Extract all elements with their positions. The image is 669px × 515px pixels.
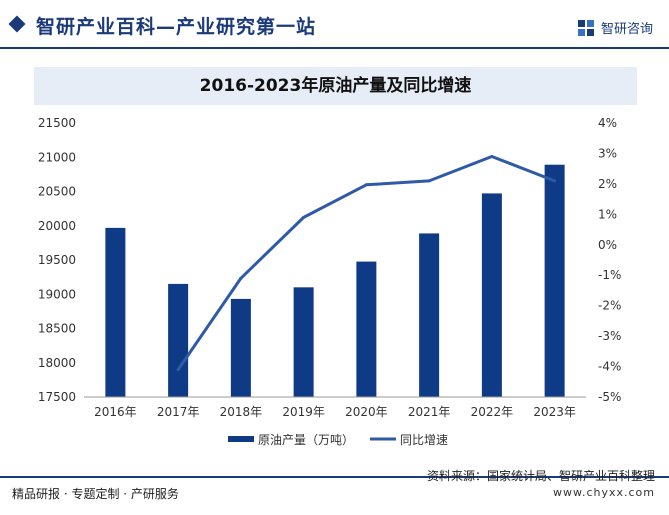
chart-title: 2016-2023年原油产量及同比增速 [199, 76, 472, 96]
bar [544, 164, 565, 397]
source-note: 资料来源：国家统计局、智研产业百科整理 [426, 469, 655, 483]
x-tick-label: 2019年 [282, 405, 325, 419]
x-tick-label: 2022年 [471, 405, 514, 419]
brand-logo-icon [577, 19, 594, 36]
x-tick-label: 2020年 [345, 405, 388, 419]
bar [419, 233, 440, 397]
bar [105, 227, 126, 397]
growth-point [553, 179, 557, 183]
growth-point [176, 368, 180, 372]
header: 智研产业百科—产业研究第一站 智研咨询 [0, 0, 669, 56]
y-right-tick-label: 2% [598, 177, 617, 191]
y-right-tick-label: 0% [598, 238, 617, 252]
site-url: www.chyxx.com [552, 486, 655, 499]
bar [481, 193, 502, 397]
y-right-tick-label: 3% [598, 146, 617, 160]
footer-divider [0, 476, 669, 478]
y-left-tick-label: 17500 [38, 390, 76, 404]
y-left-tick-label: 18000 [38, 356, 76, 370]
y-left-tick-label: 21000 [38, 150, 76, 164]
x-tick-label: 2023年 [533, 405, 576, 419]
bar [168, 283, 189, 397]
y-right-tick-label: 4% [598, 116, 617, 130]
bar [356, 261, 377, 397]
growth-point [364, 183, 368, 187]
y-right-tick-label: -5% [598, 390, 621, 404]
brand-name: 智研咨询 [600, 22, 653, 37]
bar [230, 298, 251, 397]
legend-bar-label: 原油产量（万吨） [258, 433, 354, 447]
y-left-tick-label: 19000 [38, 287, 76, 301]
y-left-tick-label: 19500 [38, 253, 76, 267]
y-right-tick-label: -1% [598, 268, 621, 282]
bar [293, 287, 314, 397]
y-left-tick-label: 21500 [38, 116, 76, 130]
growth-point [490, 154, 494, 158]
y-right-tick-label: -4% [598, 360, 621, 374]
growth-point [427, 179, 431, 183]
x-tick-label: 2016年 [94, 405, 137, 419]
chart-title-box: 2016-2023年原油产量及同比增速 [34, 67, 637, 105]
y-right-tick-label: -3% [598, 329, 621, 343]
growth-point [302, 215, 306, 219]
y-left-tick-label: 20500 [38, 185, 76, 199]
y-left-tick-label: 18500 [38, 322, 76, 336]
y-right-tick-label: -2% [598, 299, 621, 313]
legend-bar-swatch [228, 436, 254, 442]
brand: 智研咨询 [577, 18, 653, 37]
x-tick-label: 2017年 [157, 405, 200, 419]
x-tick-label: 2021年 [408, 405, 451, 419]
legend-line-label: 同比增速 [400, 433, 448, 447]
x-tick-label: 2018年 [220, 405, 263, 419]
y-left-tick-label: 20000 [38, 219, 76, 233]
y-right-tick-label: 1% [598, 207, 617, 221]
tagline: 精品研报 · 专题定制 · 产研服务 [12, 487, 179, 501]
site-title: 智研产业百科—产业研究第一站 [36, 16, 317, 38]
growth-point [239, 276, 243, 280]
header-divider [0, 47, 669, 49]
